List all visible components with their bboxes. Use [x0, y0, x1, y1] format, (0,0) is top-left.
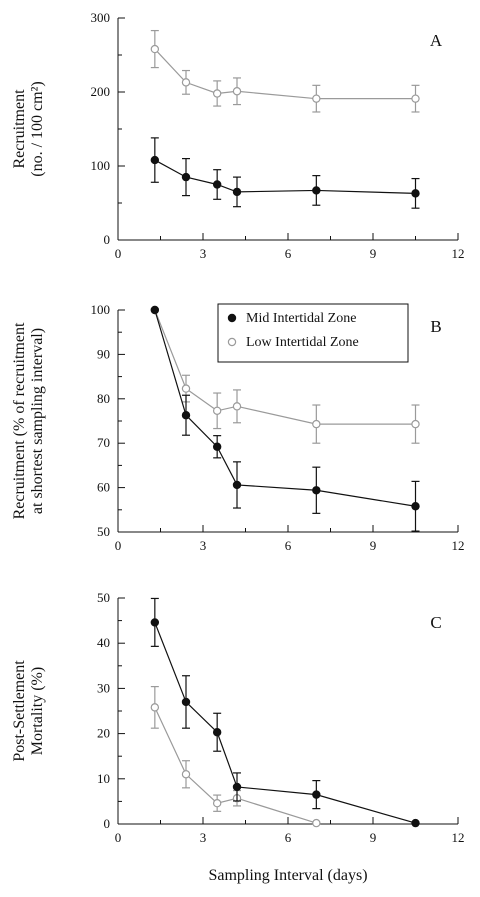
data-point	[212, 180, 222, 189]
data-point	[312, 186, 321, 195]
legend-marker	[227, 313, 237, 323]
x-tick-label: 0	[115, 830, 122, 845]
y-tick-label: 60	[97, 480, 110, 495]
data-point	[411, 502, 420, 511]
legend-box	[217, 303, 409, 363]
y-tick-label: 100	[91, 158, 111, 173]
data-point	[150, 44, 160, 54]
x-tick-label: 12	[452, 246, 465, 261]
series-line	[154, 309, 416, 425]
data-point	[150, 305, 160, 315]
x-tick-label: 9	[370, 538, 377, 553]
data-point	[411, 818, 420, 828]
y-axis-label-line-1: Recruitment (% of recruitment	[11, 322, 28, 519]
data-point	[232, 480, 242, 490]
x-tick-label: 6	[285, 246, 292, 261]
y-axis-label-line-2: Mortality (%)	[29, 667, 46, 755]
y-tick-label: 80	[97, 391, 110, 406]
series-mid-intertidal	[150, 597, 420, 828]
data-point	[232, 782, 242, 792]
y-tick-label: 200	[91, 84, 111, 99]
x-axis-label: Sampling Interval (days)	[208, 867, 367, 884]
data-point	[212, 799, 222, 808]
y-tick-label: 50	[97, 524, 110, 539]
y-axis-label-line-1: Post-Settlement	[11, 660, 28, 762]
y-tick-label: 300	[91, 10, 111, 25]
data-point	[411, 189, 420, 198]
data-point	[312, 818, 321, 828]
series-low-intertidal	[150, 305, 420, 444]
x-tick-label: 6	[285, 538, 292, 553]
panel-label: C	[430, 613, 441, 632]
data-point	[181, 78, 191, 87]
y-tick-label: 0	[104, 232, 111, 247]
data-point	[212, 442, 222, 451]
y-tick-label: 70	[97, 435, 110, 450]
legend-marker	[227, 337, 237, 347]
data-point	[212, 728, 222, 737]
y-tick-label: 30	[97, 680, 110, 695]
series-line	[154, 622, 416, 824]
x-tick-label: 0	[115, 538, 122, 553]
series-low-intertidal	[150, 685, 321, 828]
y-tick-label: 100	[91, 302, 111, 317]
data-point	[181, 697, 191, 707]
y-tick-label: 0	[104, 816, 111, 831]
series-line	[154, 48, 416, 100]
data-point	[232, 87, 242, 96]
legend: Mid Intertidal Zone Low Intertidal Zone	[217, 303, 409, 363]
data-point	[150, 155, 160, 165]
x-tick-label: 9	[370, 246, 377, 261]
data-point	[312, 419, 321, 429]
data-point	[181, 770, 191, 779]
x-tick-label: 0	[115, 246, 122, 261]
data-point	[232, 187, 242, 197]
data-point	[312, 94, 321, 103]
y-tick-label: 10	[97, 771, 110, 786]
y-tick-label: 20	[97, 726, 110, 741]
panel-label: A	[430, 31, 443, 50]
x-tick-label: 3	[200, 246, 207, 261]
y-tick-label: 40	[97, 635, 110, 650]
y-axis-label-line-2: (no. / 100 cm²)	[29, 81, 46, 176]
data-point	[411, 419, 420, 429]
x-tick-label: 12	[452, 830, 465, 845]
panel-c: 0 10 20 30 40 50 0 3 6 9 12 Post-SettlementMortalit…	[11, 590, 465, 884]
data-point	[212, 89, 222, 98]
series-line	[154, 159, 416, 194]
x-tick-label: 3	[200, 830, 207, 845]
data-point	[411, 94, 420, 103]
y-axis-label: Post-SettlementMortality (%)	[11, 660, 46, 762]
data-point	[181, 411, 191, 420]
data-point	[150, 618, 160, 627]
y-tick-label: 50	[97, 590, 110, 605]
x-tick-label: 3	[200, 538, 207, 553]
y-axis-label-line-1: Recruitment	[11, 89, 28, 169]
panel-b: 50 60 70 80 90 100 0 3 6 9 12 Recruitment (% of rec…	[11, 302, 465, 553]
legend-entry: Mid Intertidal Zone	[246, 311, 356, 326]
x-tick-label: 12	[452, 538, 465, 553]
data-point	[312, 790, 321, 799]
series-low-intertidal	[150, 29, 420, 113]
series-line	[154, 309, 416, 507]
x-tick-label: 6	[285, 830, 292, 845]
data-point	[181, 384, 191, 393]
panel-label: B	[430, 317, 441, 336]
x-tick-label: 9	[370, 830, 377, 845]
legend-entry: Low Intertidal Zone	[246, 335, 359, 350]
data-point	[212, 406, 222, 415]
panel-a: 0 100 200 300 0 3 6 9 12 Recruitment(no. / 100 cm…	[11, 10, 465, 261]
series-mid-intertidal	[150, 305, 420, 532]
data-point	[181, 172, 191, 182]
data-point	[312, 486, 321, 495]
y-axis-label: Recruitment(no. / 100 cm²)	[11, 81, 46, 176]
data-point	[232, 402, 242, 411]
y-tick-label: 90	[97, 346, 110, 361]
y-axis-label: Recruitment (% of recruitmentat shortest…	[11, 322, 46, 519]
y-axis-label-line-2: at shortest sampling interval)	[29, 328, 46, 514]
data-point	[150, 703, 160, 712]
series-mid-intertidal	[150, 137, 420, 209]
